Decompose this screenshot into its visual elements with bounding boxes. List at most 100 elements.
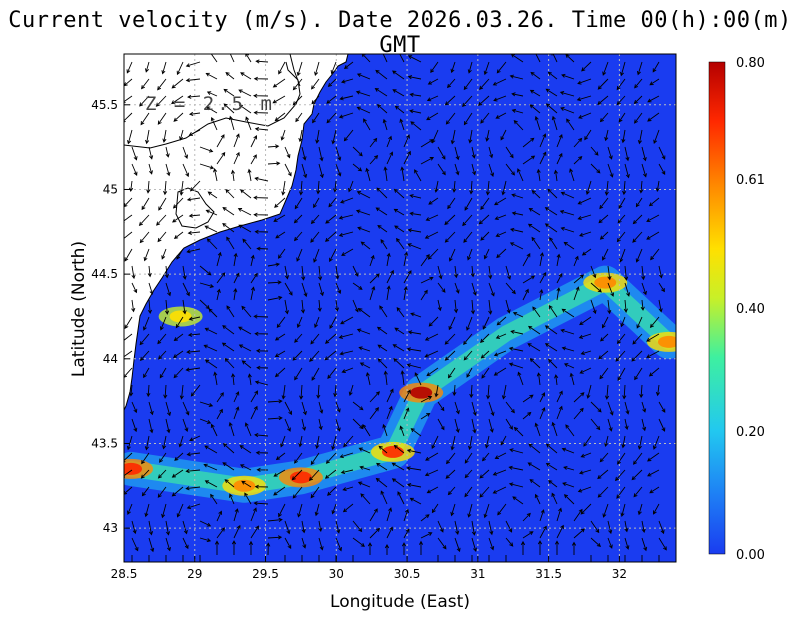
velocity-arrow xyxy=(444,95,456,106)
velocity-arrow xyxy=(616,231,626,243)
velocity-arrow xyxy=(495,231,507,237)
x-tick-label: 30 xyxy=(329,567,344,581)
velocity-arrow xyxy=(124,333,133,343)
velocity-arrow xyxy=(375,69,388,80)
velocity-arrow xyxy=(325,231,337,242)
velocity-arrow xyxy=(561,308,575,318)
velocity-arrow xyxy=(182,146,189,159)
velocity-arrow xyxy=(341,367,354,373)
velocity-arrow xyxy=(407,330,422,335)
velocity-arrow xyxy=(409,194,422,199)
velocity-arrow xyxy=(454,401,460,415)
velocity-arrow xyxy=(205,209,218,216)
velocity-arrow xyxy=(403,407,410,420)
velocity-arrow xyxy=(598,214,609,224)
velocity-arrow xyxy=(358,346,371,352)
speed-feature-core-7 xyxy=(169,310,192,323)
velocity-arrow xyxy=(500,435,507,446)
velocity-arrow xyxy=(311,95,320,105)
velocity-arrow xyxy=(590,299,597,315)
velocity-arrow xyxy=(291,469,303,481)
velocity-arrow xyxy=(382,54,388,63)
velocity-arrow xyxy=(590,265,597,279)
velocity-arrow xyxy=(377,344,388,352)
velocity-arrow xyxy=(658,163,666,176)
velocity-arrow xyxy=(272,95,286,104)
velocity-arrow xyxy=(358,447,371,454)
velocity-arrow xyxy=(573,528,586,539)
velocity-arrow xyxy=(294,452,303,464)
velocity-arrow xyxy=(463,333,473,346)
velocity-arrow xyxy=(280,435,286,448)
velocity-arrow xyxy=(637,503,643,516)
velocity-arrow xyxy=(204,480,218,488)
velocity-arrow xyxy=(253,195,269,200)
velocity-arrow xyxy=(453,299,459,314)
velocity-arrow xyxy=(386,507,393,522)
velocity-arrow xyxy=(267,161,281,166)
velocity-arrow xyxy=(509,227,524,233)
velocity-arrow xyxy=(522,275,536,284)
velocity-arrow xyxy=(479,486,490,498)
velocity-arrow xyxy=(527,223,541,233)
velocity-arrow xyxy=(226,236,235,250)
velocity-arrow xyxy=(339,95,354,101)
velocity-arrow xyxy=(446,452,456,465)
velocity-arrow xyxy=(488,418,494,433)
velocity-arrow xyxy=(607,537,613,549)
velocity-arrow xyxy=(272,78,286,88)
velocity-arrow xyxy=(545,443,558,454)
velocity-arrow xyxy=(590,401,602,413)
velocity-arrow xyxy=(317,299,322,313)
velocity-arrow xyxy=(647,112,660,122)
velocity-arrow xyxy=(228,54,235,63)
velocity-arrow xyxy=(327,367,337,380)
velocity-arrow xyxy=(400,166,405,182)
velocity-arrow xyxy=(600,333,609,342)
velocity-arrow xyxy=(159,316,167,331)
velocity-arrow xyxy=(561,73,575,80)
velocity-arrow xyxy=(382,118,388,131)
velocity-arrow xyxy=(505,146,514,159)
velocity-arrow xyxy=(624,401,630,415)
velocity-arrow xyxy=(369,254,375,267)
velocity-arrow xyxy=(173,112,184,122)
velocity-arrow xyxy=(267,144,280,149)
velocity-arrow xyxy=(646,214,660,222)
velocity-arrow xyxy=(469,180,474,195)
velocity-arrow xyxy=(165,282,172,297)
velocity-arrow xyxy=(237,208,252,216)
velocity-arrow xyxy=(140,469,150,479)
colorbar-tick-label: 0.20 xyxy=(736,425,765,440)
velocity-arrow xyxy=(556,524,564,539)
velocity-arrow xyxy=(602,248,609,261)
velocity-arrow xyxy=(604,384,610,400)
velocity-arrow xyxy=(488,555,490,562)
velocity-arrow xyxy=(599,231,609,240)
velocity-arrow xyxy=(624,282,631,297)
velocity-arrow xyxy=(229,493,235,505)
velocity-arrow xyxy=(471,282,477,296)
velocity-arrow xyxy=(298,180,304,196)
velocity-arrow xyxy=(485,129,490,142)
velocity-arrow xyxy=(434,384,439,398)
velocity-arrow xyxy=(426,486,439,494)
velocity-arrow xyxy=(189,435,201,442)
velocity-arrow xyxy=(342,503,354,513)
velocity-arrow xyxy=(508,482,524,488)
velocity-arrow xyxy=(148,537,155,553)
velocity-arrow xyxy=(616,78,626,91)
velocity-arrow xyxy=(377,358,388,369)
velocity-arrow xyxy=(420,532,433,539)
velocity-arrow xyxy=(448,248,456,262)
velocity-arrow xyxy=(267,399,283,404)
velocity-arrow xyxy=(139,95,150,107)
velocity-arrow xyxy=(590,418,601,431)
velocity-arrow xyxy=(199,146,214,153)
velocity-arrow xyxy=(226,305,235,318)
velocity-arrow xyxy=(357,481,371,488)
velocity-arrow xyxy=(159,367,167,379)
velocity-arrow xyxy=(410,121,422,131)
velocity-arrow xyxy=(597,469,609,480)
velocity-arrow xyxy=(213,167,218,182)
